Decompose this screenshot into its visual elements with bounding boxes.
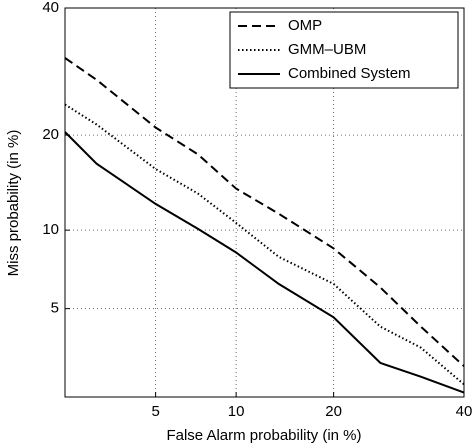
y-tick-label: 40 xyxy=(42,0,59,16)
legend-box xyxy=(229,11,459,89)
x-tick-label: 10 xyxy=(228,403,245,420)
series-line xyxy=(64,57,465,367)
legend-label: OMP xyxy=(288,17,322,34)
y-axis-label: Miss probability (in %) xyxy=(5,130,22,277)
series-line xyxy=(64,131,465,394)
x-axis-label: False Alarm probability (in %) xyxy=(166,427,361,444)
x-tick-label: 5 xyxy=(151,403,159,420)
y-tick-label: 20 xyxy=(42,126,59,143)
y-tick-label: 10 xyxy=(42,221,59,238)
legend-label: GMM–UBM xyxy=(288,41,366,58)
y-tick-label: 5 xyxy=(51,300,59,317)
plot-frame xyxy=(64,7,465,398)
x-tick-label: 40 xyxy=(456,403,473,420)
x-tick-label: 20 xyxy=(325,403,342,420)
legend-label: Combined System xyxy=(288,65,411,82)
series-line xyxy=(64,103,465,386)
